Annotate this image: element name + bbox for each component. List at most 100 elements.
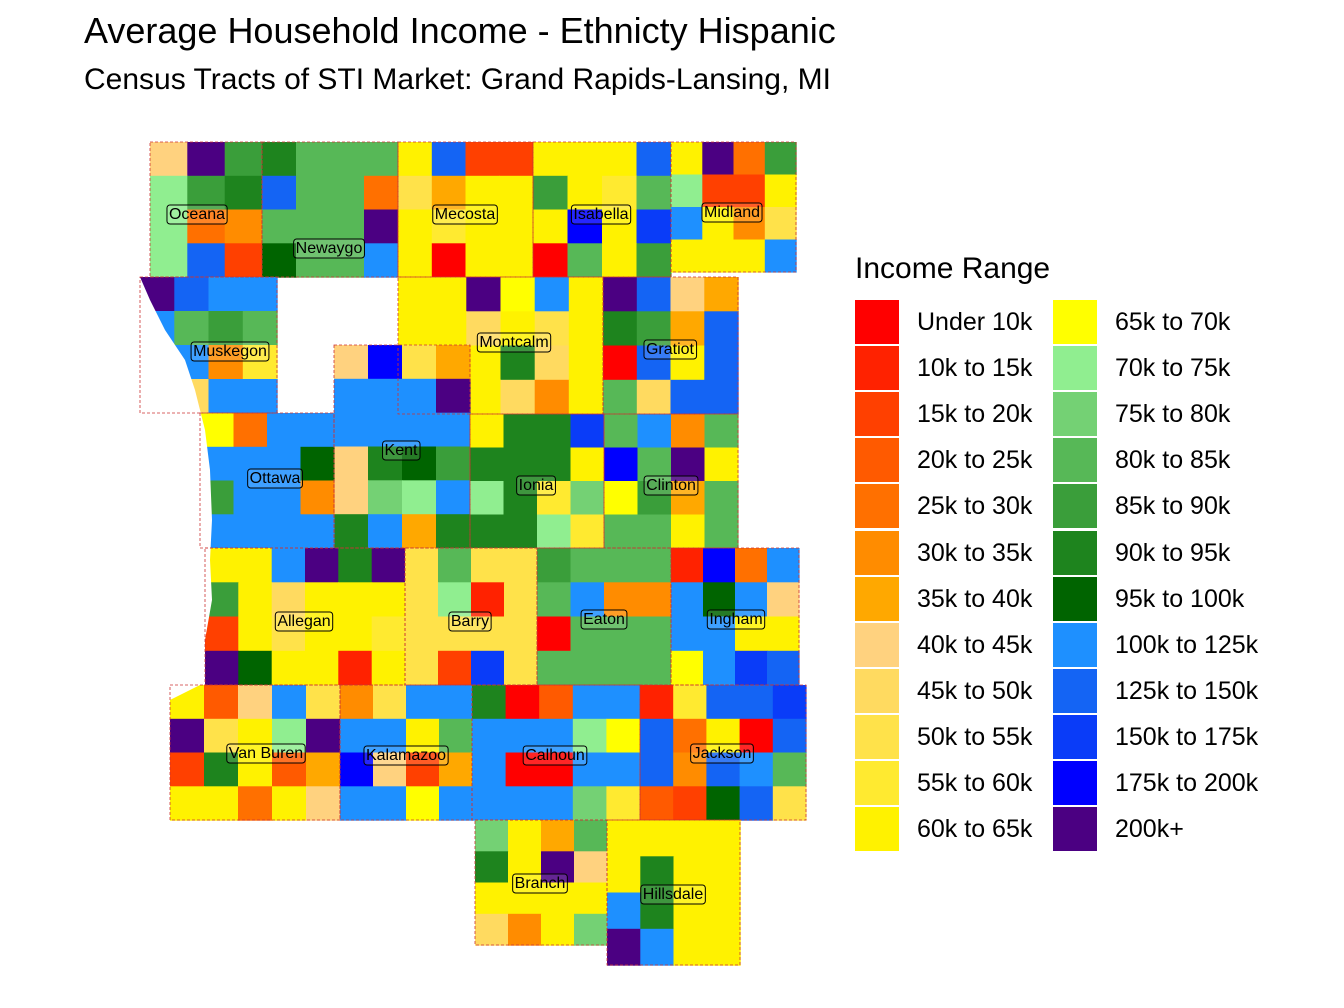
census-tract xyxy=(398,142,433,177)
census-tract xyxy=(637,514,672,549)
legend-label: 70k to 75k xyxy=(1115,354,1231,383)
county-label-text: Newaygo xyxy=(296,240,363,257)
county-label: Calhoun xyxy=(522,745,588,766)
census-tract xyxy=(733,207,766,241)
census-tract xyxy=(505,685,540,720)
census-tract xyxy=(242,345,278,380)
census-tract xyxy=(604,447,639,482)
census-tract xyxy=(505,786,540,821)
census-tract xyxy=(640,685,674,720)
census-tract xyxy=(436,446,471,481)
census-tract xyxy=(371,548,406,583)
census-tract xyxy=(431,175,467,211)
census-tract xyxy=(636,243,672,278)
census-tract xyxy=(371,582,406,618)
legend-item: 30k to 35k xyxy=(855,530,1055,577)
census-tract xyxy=(242,277,278,312)
county-boundary xyxy=(139,276,278,414)
census-tract xyxy=(733,142,766,176)
county-label-box xyxy=(643,475,699,496)
census-tract xyxy=(204,685,239,720)
census-tract xyxy=(224,243,263,278)
census-tract xyxy=(398,209,433,244)
legend-swatch xyxy=(1053,622,1097,667)
census-tract xyxy=(603,311,638,347)
legend-swatch xyxy=(1053,438,1097,483)
census-tract xyxy=(436,378,471,414)
census-tract xyxy=(262,209,297,244)
legend-label: 100k to 125k xyxy=(1115,630,1259,659)
census-tract xyxy=(238,548,273,583)
legend-item: 125k to 150k xyxy=(1053,668,1258,715)
census-tract xyxy=(704,447,739,482)
county-label-box xyxy=(432,204,498,225)
county-label: Eaton xyxy=(580,609,628,630)
census-tract xyxy=(300,413,335,448)
census-tract xyxy=(572,752,607,787)
census-tract xyxy=(602,175,638,211)
census-tract xyxy=(603,379,638,415)
legend-swatch xyxy=(1053,392,1097,437)
census-tract xyxy=(371,650,406,686)
county-label-box xyxy=(190,341,270,362)
census-tract xyxy=(439,786,473,821)
census-tract xyxy=(364,243,399,278)
census-tract xyxy=(636,142,672,177)
legend-label: 60k to 65k xyxy=(917,815,1033,844)
county-label-box xyxy=(512,873,568,894)
legend-item: 60k to 65k xyxy=(855,807,1055,853)
census-tract xyxy=(334,514,369,549)
legend-swatch xyxy=(1053,484,1097,529)
lake-michigan xyxy=(0,130,212,760)
census-tract xyxy=(438,616,472,652)
census-tract xyxy=(306,752,341,787)
census-tract xyxy=(574,820,608,852)
census-tract xyxy=(706,892,741,930)
census-tract xyxy=(764,239,797,273)
legend-label: 50k to 55k xyxy=(917,722,1033,751)
census-tract xyxy=(570,548,605,583)
census-tract xyxy=(208,345,244,380)
census-tract xyxy=(475,820,509,852)
census-tract xyxy=(238,752,273,787)
census-tract xyxy=(402,345,437,380)
legend-swatch xyxy=(855,668,899,713)
census-tract xyxy=(170,752,205,787)
legend-item: 10k to 15k xyxy=(855,346,1055,392)
census-tract xyxy=(671,174,703,208)
county-label-text: Barry xyxy=(451,613,489,630)
census-tract xyxy=(471,548,505,583)
census-tract xyxy=(772,786,807,821)
census-tract xyxy=(296,243,331,278)
census-tract xyxy=(436,412,471,448)
legend-swatch xyxy=(855,576,899,621)
census-tract xyxy=(541,882,575,915)
legend-swatch xyxy=(855,300,899,344)
legend-item: 65k to 70k xyxy=(1053,300,1253,346)
census-tract xyxy=(671,481,706,516)
census-tract xyxy=(772,752,807,787)
census-tract xyxy=(735,582,768,618)
census-tract xyxy=(704,311,739,347)
census-tract xyxy=(604,582,639,618)
census-tract xyxy=(368,378,403,414)
census-tract xyxy=(405,582,439,618)
census-tract xyxy=(673,856,708,894)
legend-swatch xyxy=(855,484,899,529)
legend-label: 95k to 100k xyxy=(1115,584,1245,613)
census-tract xyxy=(704,379,739,415)
census-tract xyxy=(604,650,639,686)
census-tract xyxy=(607,892,641,930)
census-tract xyxy=(499,243,534,278)
census-tract xyxy=(431,142,467,177)
census-tract xyxy=(368,345,403,380)
county-boundary xyxy=(639,684,807,821)
census-tract xyxy=(607,856,641,894)
census-tract xyxy=(262,142,297,177)
census-tract xyxy=(606,752,641,787)
census-tract xyxy=(533,175,569,211)
legend-swatch xyxy=(855,438,899,483)
census-tract xyxy=(439,752,473,787)
census-tract xyxy=(767,616,800,652)
census-tract xyxy=(537,548,572,583)
